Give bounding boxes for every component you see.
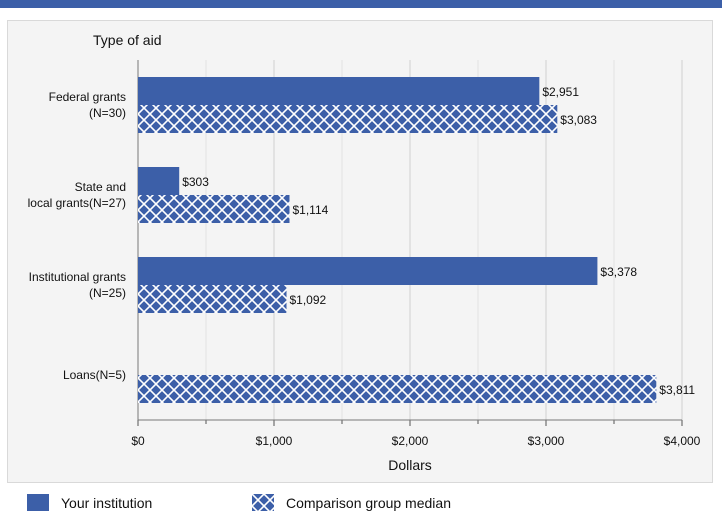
bars — [138, 77, 657, 403]
bar-comparison-median — [138, 285, 287, 313]
legend: Your institution Comparison group median — [0, 488, 722, 518]
bar-your-institution — [138, 77, 540, 105]
x-tick-label: $1,000 — [256, 434, 293, 448]
chart-title: Type of aid — [93, 32, 162, 48]
bar-value-label: $3,378 — [600, 265, 637, 279]
x-tick-label: $4,000 — [664, 434, 701, 448]
legend-label: Comparison group median — [286, 494, 451, 511]
legend-swatch-hatched — [252, 494, 274, 511]
category-label: Loans(N=5) — [63, 368, 126, 382]
legend-item-your-institution: Your institution — [27, 494, 152, 511]
category-label: State and local grants(N=27) — [28, 180, 126, 210]
bar-your-institution — [138, 167, 180, 195]
bar-comparison-median — [138, 105, 558, 133]
bar-value-label: $303 — [182, 175, 209, 189]
bar-value-label: $3,083 — [560, 113, 597, 127]
bar-comparison-median — [138, 195, 290, 223]
legend-swatch-solid — [27, 494, 49, 511]
bar-value-labels: $2,951 $3,083 $303 $1,114 $3,378 $1,092 $3,811 — [182, 85, 695, 397]
bar-your-institution — [138, 257, 598, 285]
x-tick-label: $2,000 — [392, 434, 429, 448]
x-tick-labels: $0 $1,000 $2,000 $3,000 $4,000 — [131, 434, 700, 448]
legend-label: Your institution — [61, 494, 153, 511]
x-axis-label: Dollars — [388, 457, 432, 473]
x-tick-label: $3,000 — [528, 434, 565, 448]
bar-chart: Type of aid $2,951 $3,083 $303 $1,114 $3,378… — [28, 32, 701, 473]
category-labels: Federal grants (N=30) State and local grant… — [28, 90, 126, 382]
bar-value-label: $2,951 — [542, 85, 579, 99]
category-label: Institutional grants (N=25) — [29, 270, 126, 300]
header-accent-bar — [0, 0, 722, 8]
bar-value-label: $1,114 — [293, 203, 329, 217]
category-label: Federal grants (N=30) — [49, 90, 126, 120]
bar-comparison-median — [138, 375, 657, 403]
x-tick-label: $0 — [131, 434, 145, 448]
bar-value-label: $3,811 — [659, 383, 695, 397]
legend-item-comparison-median: Comparison group median — [252, 494, 451, 511]
bar-value-label: $1,092 — [290, 293, 327, 307]
